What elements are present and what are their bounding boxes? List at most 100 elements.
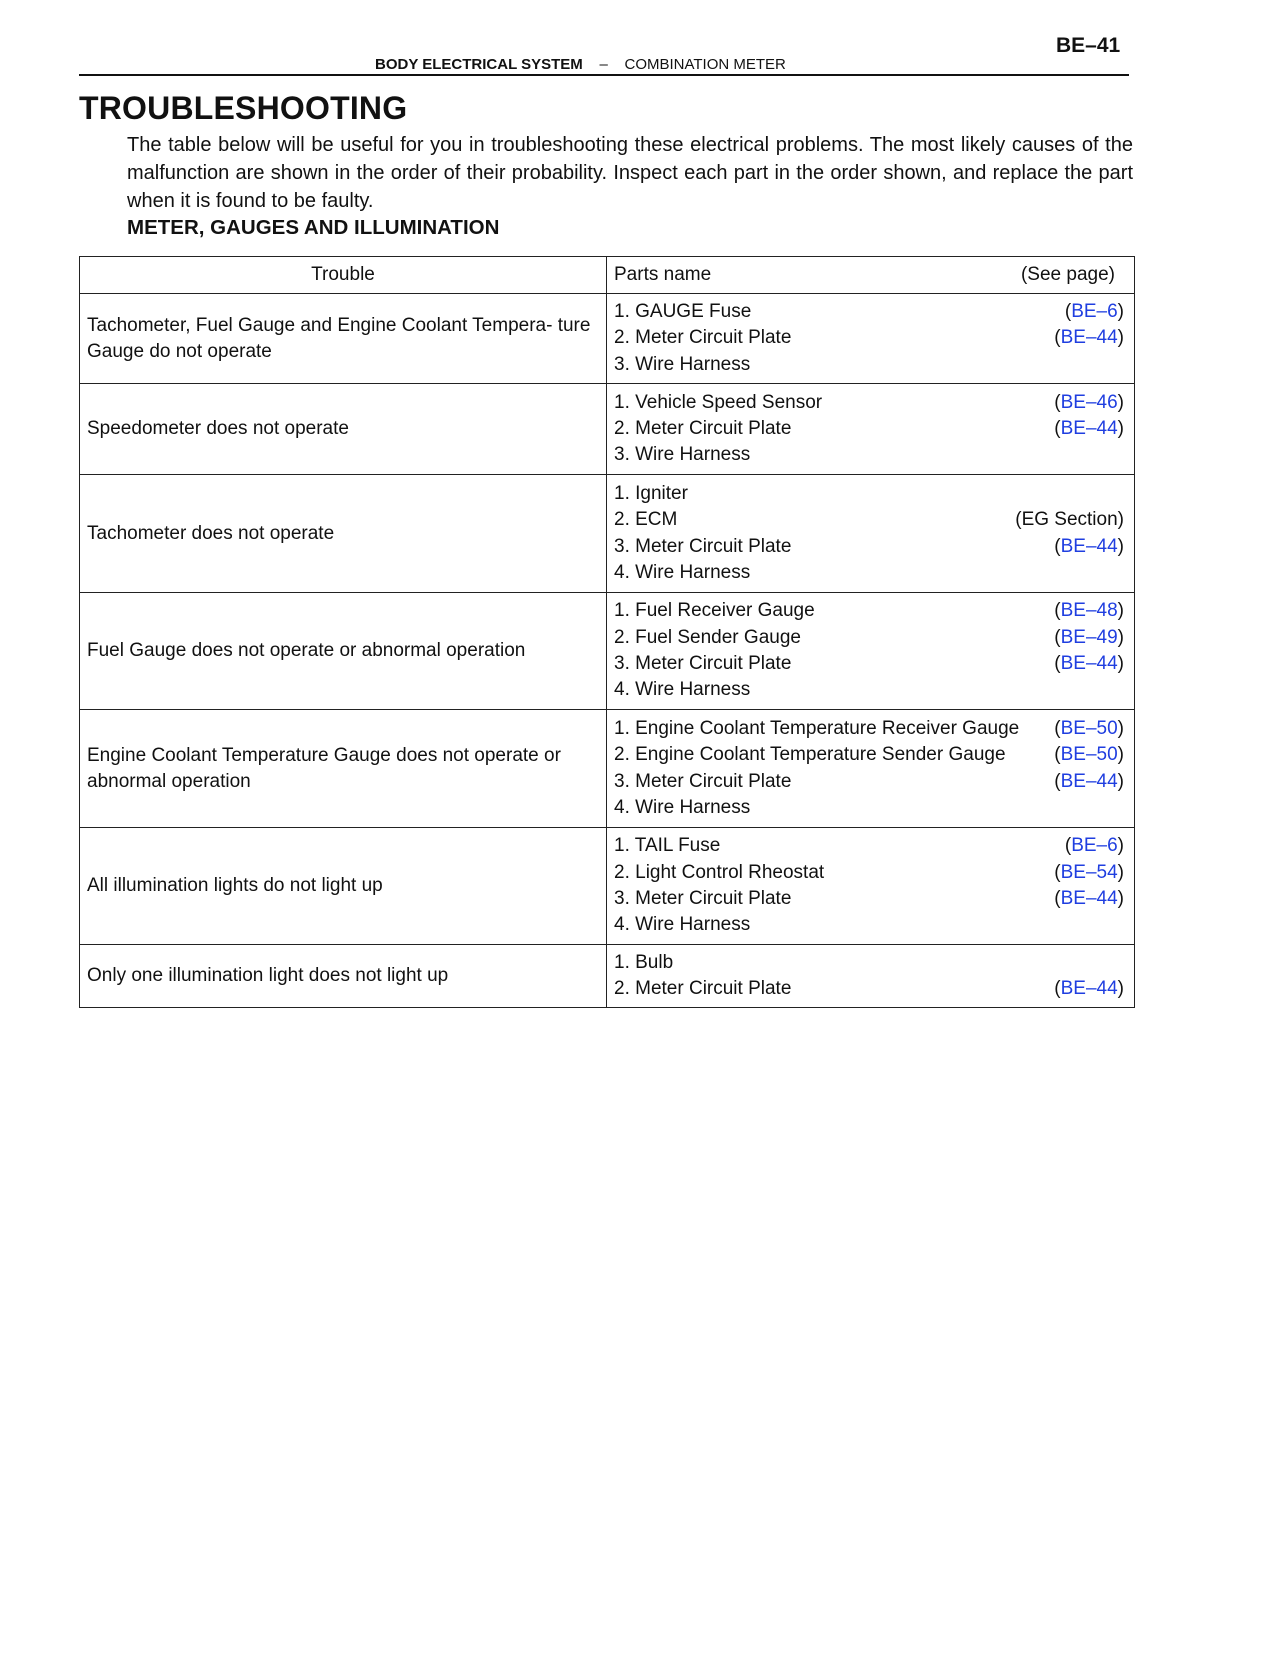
parts-cell: 1. Fuel Receiver Gauge (BE–48) 2. Fuel Sen… xyxy=(606,592,1135,710)
part-item: 3. Wire Harness xyxy=(614,352,1124,378)
trouble-cell: Speedometer does not operate xyxy=(79,383,607,475)
part-item: 3. Meter Circuit Plate (BE–44) xyxy=(614,886,1124,912)
part-name: 4. Wire Harness xyxy=(614,561,751,583)
part-item: 1. TAIL Fuse (BE–6) xyxy=(614,833,1124,859)
page-reference: (BE–44) xyxy=(1054,888,1124,909)
page-reference: (BE–46) xyxy=(1054,391,1124,413)
part-item: 3. Meter Circuit Plate (BE–44) xyxy=(614,651,1124,677)
page-number: BE–41 xyxy=(1056,34,1121,57)
part-name: 1. Fuel Receiver Gauge xyxy=(614,600,815,622)
part-item: 2. Light Control Rheostat (BE–54) xyxy=(614,860,1124,886)
part-name: 4. Wire Harness xyxy=(614,914,751,936)
page-link[interactable]: BE–44 xyxy=(1060,535,1118,557)
page-reference: (BE–44) xyxy=(1054,653,1124,674)
trouble-cell: Tachometer does not operate xyxy=(79,474,607,593)
table-row: All illumination lights do not light up 1… xyxy=(79,827,1135,945)
trouble-cell: Only one illumination light does not lig… xyxy=(79,944,607,1008)
parts-cell: 1. Bulb 2. Meter Circuit Plate (BE–44) xyxy=(606,944,1135,1008)
part-item: 4. Wire Harness xyxy=(614,912,1124,938)
part-item: 3. Meter Circuit Plate (BE–44) xyxy=(614,769,1124,795)
page-reference: (EG Section) xyxy=(1015,509,1124,531)
part-name: 3. Meter Circuit Plate xyxy=(614,770,792,792)
part-item: 1. Engine Coolant Temperature Receiver G… xyxy=(614,716,1124,742)
parts-cell: 1. GAUGE Fuse (BE–6) 2. Meter Circuit Plat… xyxy=(606,293,1135,384)
page-link[interactable]: BE–48 xyxy=(1060,600,1118,622)
table-row: Fuel Gauge does not operate or abnormal … xyxy=(79,592,1135,710)
parts-cell: 1. Igniter 2. ECM (EG Section) 3. Meter Cir… xyxy=(606,474,1135,593)
section-reference: EG Section xyxy=(1021,509,1118,531)
page-reference: (BE–44) xyxy=(1054,770,1124,792)
part-item: 4. Wire Harness xyxy=(614,677,1124,703)
part-name: 4. Wire Harness xyxy=(614,796,751,818)
page-link[interactable]: BE–46 xyxy=(1060,391,1118,413)
part-name: 1. TAIL Fuse xyxy=(614,835,721,857)
parts-cell: 1. Vehicle Speed Sensor (BE–46) 2. Meter C… xyxy=(606,383,1135,475)
subheading: METER, GAUGES AND ILLUMINATION xyxy=(127,216,500,239)
page-link[interactable]: BE–44 xyxy=(1060,653,1118,674)
page-title: TROUBLESHOOTING xyxy=(79,90,408,126)
page-link[interactable]: BE–54 xyxy=(1060,861,1118,883)
part-name: 2. Light Control Rheostat xyxy=(614,861,825,883)
part-item: 2. Meter Circuit Plate (BE–44) xyxy=(614,416,1124,442)
part-item: 2. ECM (EG Section) xyxy=(614,507,1124,533)
page-link[interactable]: BE–50 xyxy=(1060,744,1118,766)
page-link[interactable]: BE–6 xyxy=(1071,835,1118,857)
part-item: 1. Vehicle Speed Sensor (BE–46) xyxy=(614,390,1124,416)
part-item: 4. Wire Harness xyxy=(614,560,1124,586)
part-item: 1. GAUGE Fuse (BE–6) xyxy=(614,299,1124,325)
part-item: 2. Meter Circuit Plate (BE–44) xyxy=(614,325,1124,351)
page-reference: (BE–50) xyxy=(1054,717,1124,739)
parts-cell: 1. Engine Coolant Temperature Receiver G… xyxy=(606,709,1135,828)
table-row: Speedometer does not operate 1. Vehicle S… xyxy=(79,383,1135,475)
parts-cell: 1. TAIL Fuse (BE–6) 2. Light Control Rheos… xyxy=(606,827,1135,945)
trouble-cell: Engine Coolant Temperature Gauge does no… xyxy=(79,709,607,828)
part-name: 2. Meter Circuit Plate xyxy=(614,327,792,349)
table-row: Tachometer does not operate 1. Igniter 2. … xyxy=(79,474,1135,593)
page-link[interactable]: BE–44 xyxy=(1060,327,1118,349)
part-item: 1. Bulb xyxy=(614,950,1124,976)
part-name: 2. ECM xyxy=(614,509,678,531)
page-reference: (BE–54) xyxy=(1054,861,1124,883)
part-item: 2. Engine Coolant Temperature Sender Gau… xyxy=(614,742,1124,768)
page-reference: (BE–6) xyxy=(1064,835,1124,857)
section-title: BODY ELECTRICAL SYSTEM xyxy=(375,56,583,73)
part-name: 3. Meter Circuit Plate xyxy=(614,888,792,909)
page-reference: (BE–44) xyxy=(1054,417,1124,439)
part-name: 3. Wire Harness xyxy=(614,444,751,466)
page-reference: (BE–44) xyxy=(1054,327,1124,349)
part-name: 1. Engine Coolant Temperature Receiver G… xyxy=(614,717,1020,739)
table-body: Tachometer, Fuel Gauge and Engine Coolan… xyxy=(79,293,1135,1008)
part-item: 1. Igniter xyxy=(614,481,1124,507)
page-reference: (BE–44) xyxy=(1054,978,1124,999)
page-link[interactable]: BE–50 xyxy=(1060,717,1118,739)
part-item: 4. Wire Harness xyxy=(614,795,1124,821)
part-name: 3. Meter Circuit Plate xyxy=(614,535,792,557)
page-link[interactable]: BE–44 xyxy=(1060,417,1118,439)
part-name: 2. Meter Circuit Plate xyxy=(614,417,792,439)
part-name: 3. Wire Harness xyxy=(614,353,751,375)
running-header: BODY ELECTRICAL SYSTEM – COMBINATION MET… xyxy=(375,56,786,73)
table-row: Tachometer, Fuel Gauge and Engine Coolan… xyxy=(79,293,1135,384)
trouble-cell: Tachometer, Fuel Gauge and Engine Coolan… xyxy=(79,293,607,384)
page-link[interactable]: BE–44 xyxy=(1060,770,1118,792)
header-trouble: Trouble xyxy=(79,256,607,294)
part-item: 3. Wire Harness xyxy=(614,442,1124,468)
part-name: 1. Igniter xyxy=(614,482,688,504)
table-header-row: Trouble Parts name (See page) xyxy=(79,256,1135,294)
part-name: 2. Fuel Sender Gauge xyxy=(614,626,801,648)
trouble-cell: Fuel Gauge does not operate or abnormal … xyxy=(79,592,607,710)
page-link[interactable]: BE–49 xyxy=(1060,626,1118,648)
part-name: 1. Vehicle Speed Sensor xyxy=(614,391,823,413)
page-link[interactable]: BE–6 xyxy=(1071,301,1118,323)
header-separator: – xyxy=(599,56,608,73)
part-item: 2. Meter Circuit Plate (BE–44) xyxy=(614,976,1124,1002)
page-link[interactable]: BE–44 xyxy=(1060,978,1118,999)
part-name: 2. Meter Circuit Plate xyxy=(614,978,792,999)
page-link[interactable]: BE–44 xyxy=(1060,888,1118,909)
page-reference: (BE–50) xyxy=(1054,744,1124,766)
subsection-title: COMBINATION METER xyxy=(624,56,786,73)
table-row: Engine Coolant Temperature Gauge does no… xyxy=(79,709,1135,828)
header-rule xyxy=(79,74,1129,76)
part-name: 3. Meter Circuit Plate xyxy=(614,653,792,674)
page-reference: (BE–48) xyxy=(1054,600,1124,622)
